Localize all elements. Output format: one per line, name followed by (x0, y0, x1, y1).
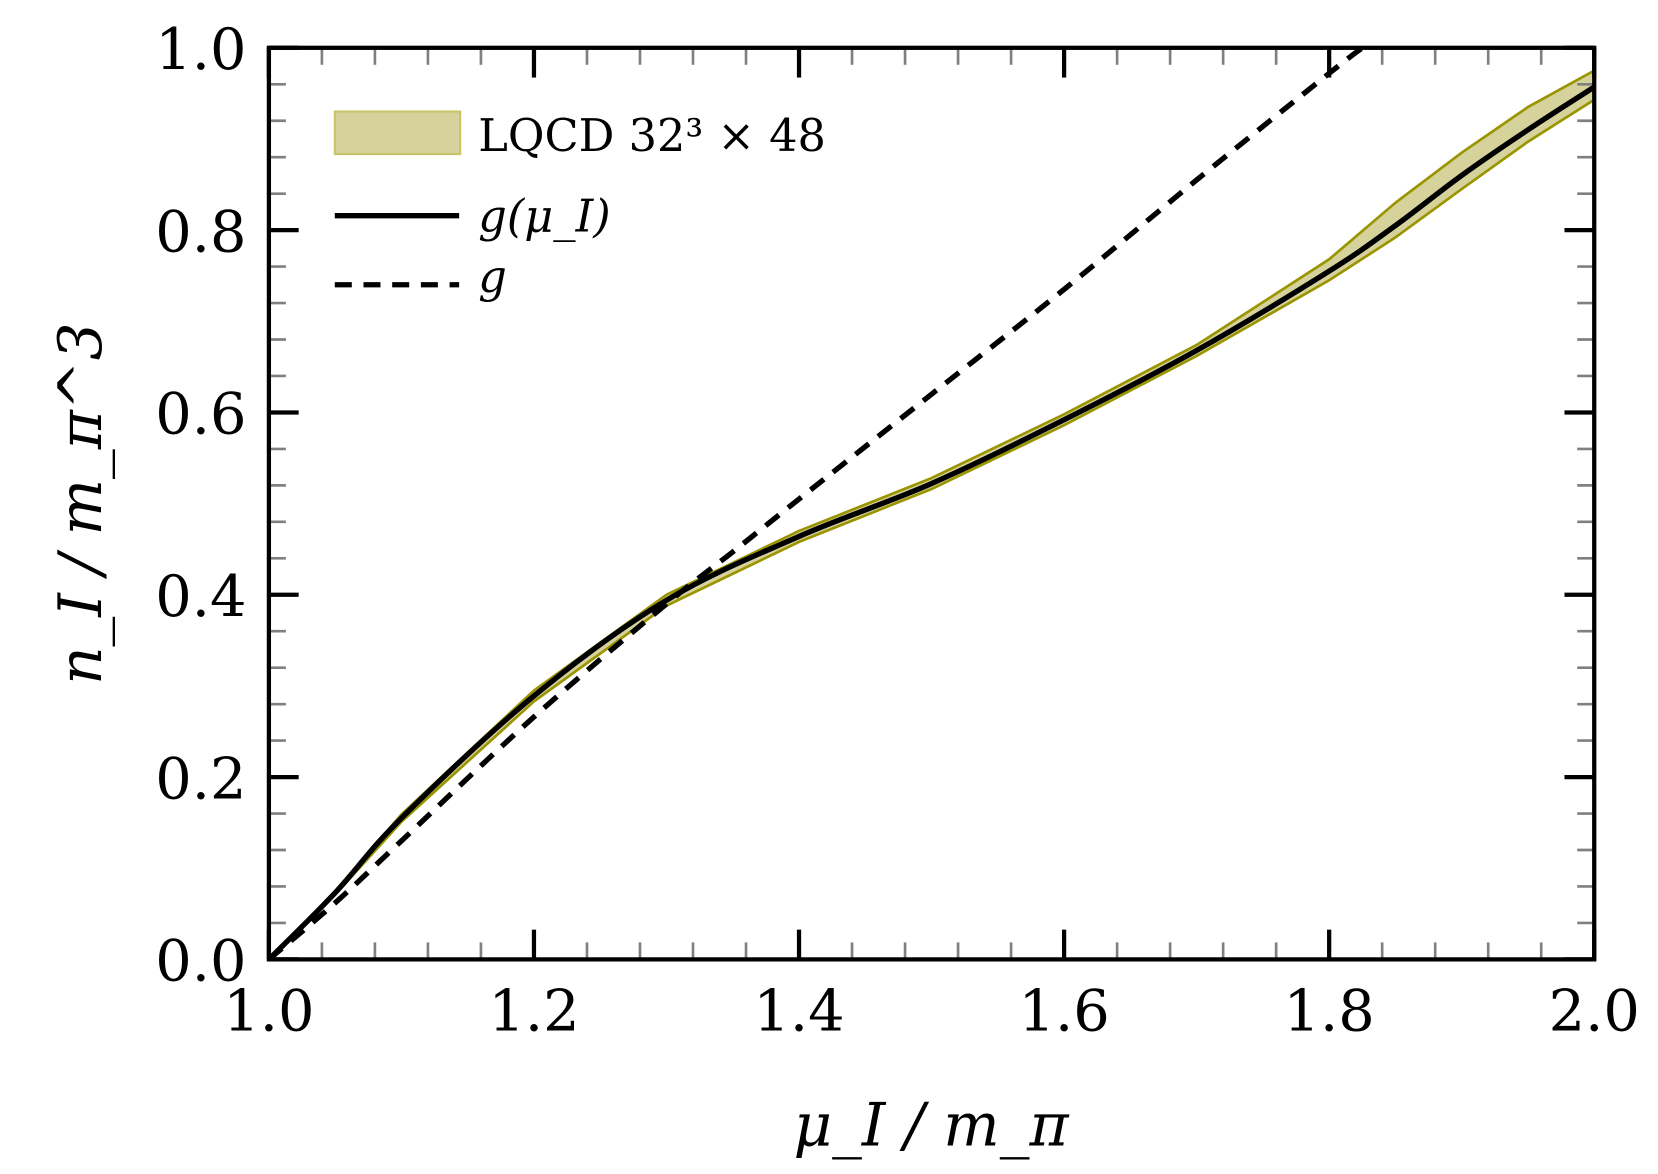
series-g-mu-solid (267, 84, 1596, 962)
x-tick-label: 1.4 (753, 978, 844, 1045)
x-axis-label: μ_I / m_π (793, 1091, 1069, 1160)
lqcd-band-layer (267, 68, 1596, 961)
y-tick-label: 0.0 (155, 928, 246, 995)
y-tick-label: 0.4 (155, 563, 246, 630)
legend-band-swatch (333, 110, 462, 156)
y-tick-label: 0.2 (155, 745, 246, 812)
legend-label-g-mu: g(μ_I) (478, 191, 610, 243)
legend-label-g: g (478, 251, 507, 303)
x-tick-label: 1.0 (223, 978, 314, 1045)
series-g-dashed (267, 45, 1364, 962)
lqcd-band (267, 68, 1596, 961)
y-tick-label: 1.0 (155, 16, 246, 83)
y-tick-label: 0.6 (155, 381, 246, 448)
legend: LQCD 32³ × 48 g(μ_I) g (333, 110, 826, 303)
plot-frame (266, 45, 1597, 962)
x-tick-label: 1.8 (1284, 978, 1375, 1045)
legend-label-lqcd: LQCD 32³ × 48 (478, 110, 826, 162)
series-layer (267, 45, 1596, 962)
y-tick-label: 0.8 (155, 198, 246, 265)
x-tick-label: 2.0 (1549, 978, 1640, 1045)
y-axis-label: n_I / m_π^3 (47, 322, 116, 684)
tick-labels: 1.0 1.2 1.4 1.6 1.8 2.0 0.0 0.2 0.4 0.6 0.8 1.0 (155, 16, 1640, 1044)
x-tick-label: 1.6 (1018, 978, 1109, 1045)
ticks-layer (266, 45, 1597, 962)
x-tick-label: 1.2 (488, 978, 579, 1045)
